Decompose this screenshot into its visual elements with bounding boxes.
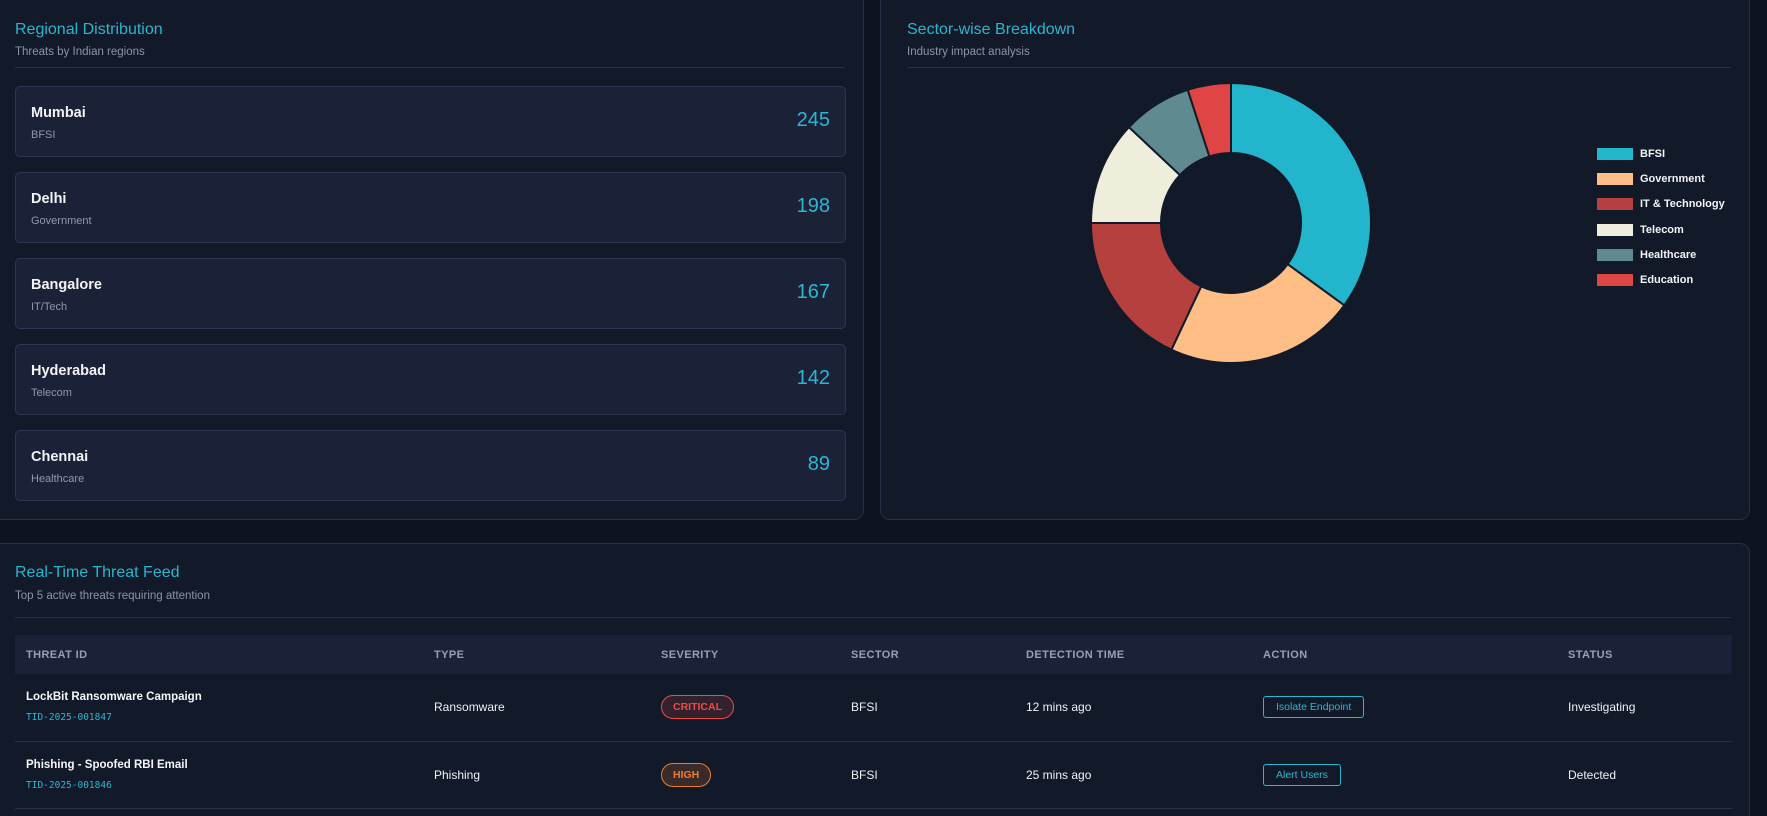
region-card-bangalore[interactable]: Bangalore IT/Tech 167	[15, 258, 846, 329]
legend-label: Healthcare	[1640, 248, 1697, 261]
region-count: 167	[796, 281, 830, 303]
region-card-delhi[interactable]: Delhi Government 198	[15, 172, 846, 243]
threat-id-cell: Phishing - Spoofed RBI Email TID-2025-00…	[15, 741, 423, 809]
threat-type: Ransomware	[423, 674, 650, 742]
regional-distribution-panel: Regional Distribution Threats by Indian …	[0, 0, 864, 520]
legend-label: Government	[1640, 172, 1705, 185]
column-header-type[interactable]: TYPE	[434, 648, 465, 661]
donut-slice-government[interactable]	[1170, 262, 1346, 364]
region-count: 89	[807, 453, 830, 475]
severity-cell: HIGH	[650, 741, 840, 809]
threat-status: Investigating	[1557, 674, 1732, 742]
panel-subtitle: Top 5 active threats requiring attention	[15, 590, 210, 602]
threat-id-cell: LockBit Ransomware Campaign TID-2025-001…	[15, 674, 423, 742]
severity-badge: HIGH	[661, 762, 712, 787]
column-header-detection-time[interactable]: DETECTION TIME	[1026, 648, 1125, 661]
legend-item-it-technology[interactable]: IT & Technology	[1597, 192, 1725, 217]
legend-swatch	[1597, 223, 1633, 236]
action-cell: Alert Users	[1252, 741, 1557, 809]
alert-users-button[interactable]: Alert Users	[1263, 763, 1341, 786]
column-header-severity[interactable]: SEVERITY	[661, 648, 719, 661]
panel-subtitle: Industry impact analysis	[907, 46, 1030, 58]
threat-id: TID-2025-001847	[26, 712, 112, 724]
divider	[15, 67, 845, 68]
region-name: Mumbai	[31, 105, 86, 121]
threat-sector: BFSI	[840, 674, 1015, 742]
legend-swatch	[1597, 274, 1633, 287]
region-name: Hyderabad	[31, 363, 106, 379]
legend-item-telecom[interactable]: Telecom	[1597, 217, 1725, 242]
legend-label: BFSI	[1640, 147, 1666, 160]
threat-type: Phishing	[423, 741, 650, 809]
panel-title: Sector-wise Breakdown	[907, 21, 1076, 38]
panel-title: Regional Distribution	[15, 21, 163, 38]
region-count: 142	[796, 367, 830, 389]
region-sector: BFSI	[31, 129, 56, 141]
column-header-sector[interactable]: SECTOR	[851, 648, 900, 661]
threat-status: Detected	[1557, 741, 1732, 809]
divider	[15, 617, 1731, 618]
legend-item-government[interactable]: Government	[1597, 166, 1725, 191]
legend-swatch	[1597, 172, 1633, 185]
legend-item-education[interactable]: Education	[1597, 267, 1725, 292]
legend-swatch	[1597, 198, 1633, 211]
legend-label: Telecom	[1640, 223, 1684, 236]
legend-item-healthcare[interactable]: Healthcare	[1597, 242, 1725, 267]
action-cell: Isolate Endpoint	[1252, 674, 1557, 742]
panel-title: Real-Time Threat Feed	[15, 564, 180, 581]
region-card-mumbai[interactable]: Mumbai BFSI 245	[15, 86, 846, 157]
isolate-endpoint-button[interactable]: Isolate Endpoint	[1263, 696, 1365, 719]
region-name: Bangalore	[31, 277, 102, 293]
threat-name: LockBit Ransomware Campaign	[26, 691, 202, 704]
table-row[interactable]: LockBit Ransomware Campaign TID-2025-001…	[15, 674, 1732, 742]
legend-swatch	[1597, 147, 1633, 160]
donut-slice-bfsi[interactable]	[1230, 81, 1372, 307]
chart-legend: BFSI Government IT & Technology Telecom …	[1597, 141, 1725, 293]
region-name: Delhi	[31, 191, 67, 207]
region-sector: Healthcare	[31, 473, 85, 485]
legend-swatch	[1597, 248, 1633, 261]
donut-slice-education[interactable]	[1186, 81, 1232, 158]
threat-feed-panel: Real-Time Threat Feed Top 5 active threa…	[0, 543, 1750, 816]
table-header-row: THREAT ID TYPE SEVERITY SECTOR DETECTION…	[15, 635, 1732, 674]
region-sector: Government	[31, 215, 92, 227]
region-card-hyderabad[interactable]: Hyderabad Telecom 142	[15, 344, 846, 415]
legend-item-bfsi[interactable]: BFSI	[1597, 141, 1725, 166]
sector-breakdown-panel: Sector-wise Breakdown Industry impact an…	[880, 0, 1750, 520]
threat-sector: BFSI	[840, 741, 1015, 809]
region-sector: Telecom	[31, 387, 72, 399]
threat-id: TID-2025-001846	[26, 779, 112, 791]
table-row[interactable]: Phishing - Spoofed RBI Email TID-2025-00…	[15, 741, 1732, 809]
threat-name: Phishing - Spoofed RBI Email	[26, 758, 188, 771]
region-count: 245	[796, 109, 830, 131]
region-name: Chennai	[31, 449, 89, 465]
region-list: Mumbai BFSI 245 Delhi Government 198 Ban…	[15, 86, 846, 516]
detection-time: 25 mins ago	[1015, 741, 1252, 809]
divider	[907, 67, 1731, 68]
severity-badge: CRITICAL	[661, 695, 734, 720]
panel-subtitle: Threats by Indian regions	[15, 46, 145, 58]
severity-cell: CRITICAL	[650, 674, 840, 742]
region-sector: IT/Tech	[31, 301, 68, 313]
legend-label: IT & Technology	[1640, 198, 1725, 211]
region-count: 198	[796, 195, 830, 217]
column-header-action[interactable]: ACTION	[1263, 648, 1308, 661]
detection-time: 12 mins ago	[1015, 674, 1252, 742]
column-header-threat-id[interactable]: THREAT ID	[26, 648, 88, 661]
threat-feed-table: THREAT ID TYPE SEVERITY SECTOR DETECTION…	[15, 635, 1732, 809]
region-card-chennai[interactable]: Chennai Healthcare 89	[15, 430, 846, 501]
donut-slice-it-technology[interactable]	[1089, 222, 1203, 352]
sector-donut-chart	[1089, 81, 1372, 364]
legend-label: Education	[1640, 274, 1694, 287]
column-header-status[interactable]: STATUS	[1568, 648, 1613, 661]
